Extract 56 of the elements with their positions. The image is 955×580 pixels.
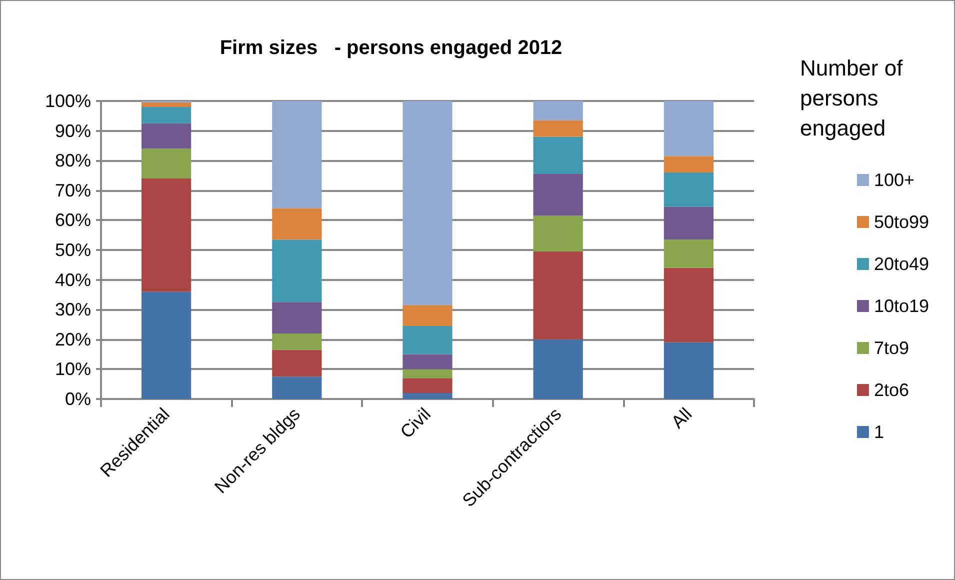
bar (272, 376, 322, 399)
y-tick-label: 40% (54, 270, 91, 290)
y-tick-label: 50% (54, 240, 91, 260)
y-tick-label: 70% (54, 180, 91, 200)
legend-label: 50to99 (874, 212, 930, 232)
bar (533, 339, 583, 399)
bar (402, 101, 452, 306)
bar (272, 350, 322, 377)
legend-label: 20to49 (874, 254, 930, 274)
y-tick-label: 80% (54, 150, 91, 171)
legend-label: 2to6 (874, 380, 909, 400)
bar (664, 342, 714, 399)
y-tick-label: 20% (54, 329, 91, 350)
bar (402, 354, 452, 370)
x-tick-label: All (667, 404, 696, 432)
bar (533, 216, 583, 252)
legend-label: 7to9 (874, 338, 909, 358)
bar (402, 305, 452, 326)
bar (272, 240, 322, 302)
x-tick-label: Civil (396, 404, 435, 442)
bar (141, 123, 192, 149)
bar (141, 148, 192, 178)
y-tick-label: 10% (54, 359, 91, 380)
bar (402, 378, 452, 394)
bar (533, 251, 583, 340)
bar (272, 302, 322, 334)
bar (664, 101, 714, 156)
legend-title: Number of persons engaged (800, 56, 909, 140)
bar (533, 136, 583, 174)
bar (664, 268, 714, 342)
bar (533, 174, 583, 216)
legend-label: 10to19 (874, 296, 930, 316)
y-tick-label: 30% (54, 300, 91, 320)
bar (141, 178, 192, 292)
chart-title: Firm sizes - persons engaged 2012 (220, 37, 562, 59)
bar (141, 102, 192, 107)
bar (533, 101, 583, 120)
y-tick-label: 90% (54, 120, 91, 141)
bar (402, 369, 452, 378)
bar (664, 172, 714, 207)
bar (141, 292, 192, 399)
bar (664, 240, 714, 268)
bar (272, 208, 322, 240)
bar (272, 101, 322, 208)
bar (664, 156, 714, 173)
bar (272, 333, 322, 350)
y-tick-label: 60% (54, 210, 91, 230)
bar (141, 106, 192, 124)
bar (664, 206, 714, 240)
bar (402, 326, 452, 354)
legend-label: 100+ (874, 170, 914, 190)
legend-label: 1 (874, 422, 884, 442)
y-tick-label: 0% (64, 389, 91, 409)
y-tick-label: 100% (44, 91, 91, 111)
bar (533, 120, 583, 137)
bar (402, 393, 452, 399)
